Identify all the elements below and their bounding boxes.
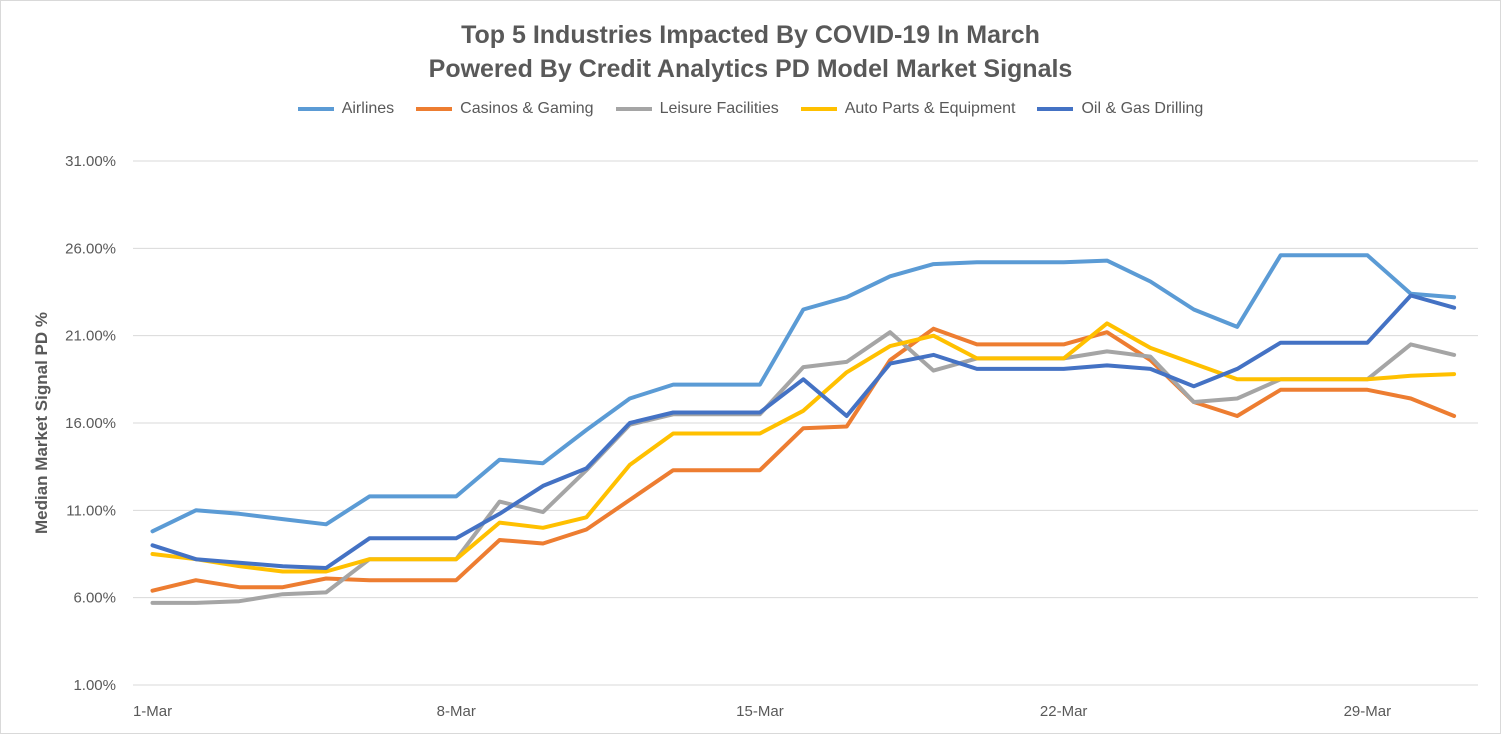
series-line-casinos-gaming: [150, 326, 1457, 593]
legend-label-airlines: Airlines: [341, 100, 395, 117]
legend-label-oil-gas-drilling: Oil & Gas Drilling: [1081, 100, 1204, 117]
legend-label-leisure-facilities: Leisure Facilities: [659, 100, 779, 117]
y-tick-label: 1.00%: [73, 677, 116, 694]
series-lines: [150, 253, 1457, 605]
x-tick-label: 22-Mar: [1040, 703, 1088, 720]
legend-label-casinos-gaming: Casinos & Gaming: [460, 100, 594, 117]
chart-legend: Airlines Casinos & Gaming Leisure Facili…: [0, 100, 1501, 118]
legend-item-auto-parts-equipment: Auto Parts & Equipment: [800, 100, 1016, 118]
gridlines: [133, 160, 1478, 686]
x-axis-tick-labels: 1-Mar 8-Mar 15-Mar 22-Mar 29-Mar: [133, 703, 1391, 720]
series-line-airlines: [150, 253, 1457, 534]
y-axis-title: Median Market Signal PD %: [32, 312, 51, 534]
y-tick-label: 16.00%: [65, 415, 116, 432]
legend-swatch-auto-parts-equipment: [800, 107, 837, 111]
series-line-leisure-facilities: [150, 330, 1457, 605]
legend-item-airlines: Airlines: [297, 100, 395, 118]
x-tick-label: 29-Mar: [1344, 703, 1392, 720]
x-tick-label: 8-Mar: [437, 703, 476, 720]
legend-swatch-oil-gas-drilling: [1037, 107, 1074, 111]
legend-item-oil-gas-drilling: Oil & Gas Drilling: [1037, 100, 1203, 118]
y-tick-label: 6.00%: [73, 590, 116, 607]
y-tick-label: 11.00%: [66, 502, 116, 519]
legend-item-leisure-facilities: Leisure Facilities: [615, 100, 779, 118]
chart-title: Top 5 Industries Impacted By COVID-19 In…: [0, 18, 1501, 86]
y-tick-label: 21.00%: [65, 328, 116, 345]
series-line-auto-parts-equipment: [150, 321, 1457, 574]
legend-swatch-leisure-facilities: [615, 107, 652, 111]
chart-title-line-2: Powered By Credit Analytics PD Model Mar…: [428, 55, 1073, 83]
y-axis-tick-labels: 1.00% 6.00% 11.00% 16.00% 21.00% 26.00% 31.00%: [65, 153, 116, 694]
legend-label-auto-parts-equipment: Auto Parts & Equipment: [844, 100, 1016, 117]
series-line-oil-gas-drilling: [150, 293, 1457, 570]
legend-item-casinos-gaming: Casinos & Gaming: [416, 100, 594, 118]
chart-title-line-1: Top 5 Industries Impacted By COVID-19 In…: [461, 21, 1040, 49]
x-tick-label: 1-Mar: [133, 703, 172, 720]
legend-swatch-casinos-gaming: [416, 107, 453, 111]
x-tick-label: 15-Mar: [736, 703, 784, 720]
legend-swatch-airlines: [297, 107, 334, 111]
y-tick-label: 31.00%: [65, 153, 116, 170]
y-tick-label: 26.00%: [65, 240, 116, 257]
